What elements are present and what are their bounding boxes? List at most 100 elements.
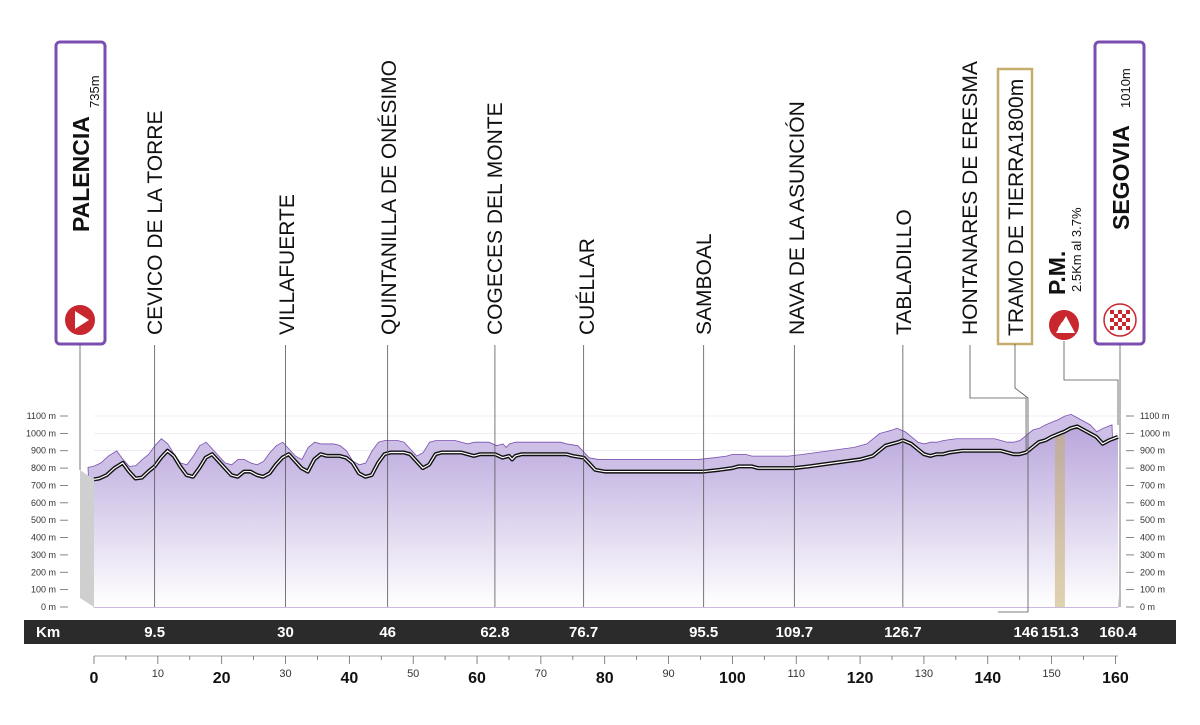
x-major-tick-label: 140 (974, 670, 1001, 687)
finish-box (1093, 40, 1146, 346)
y-tick-label-left: 500 m (31, 515, 56, 525)
km-bar-marker: 76.7 (569, 624, 598, 641)
y-tick-label-right: 100 m (1140, 585, 1165, 595)
x-major-tick-label: 160 (1102, 670, 1129, 687)
start-city-name: PALENCIA (68, 116, 94, 232)
checkered-cell (1118, 326, 1122, 330)
town-label: COGECES DEL MONTE (484, 102, 507, 335)
finish-marker: SEGOVIA 1010m (1093, 40, 1146, 346)
km-bar-marker: 9.5 (144, 624, 165, 641)
checkered-cell (1126, 318, 1130, 322)
km-bar-marker: 30 (277, 624, 294, 641)
y-tick-label-left: 700 m (31, 480, 56, 490)
start-marker: PALENCIA 735m (54, 40, 107, 346)
y-tick-label-left: 1100 m (27, 411, 56, 421)
x-major-tick-label: 20 (213, 670, 231, 687)
checkered-cell (1110, 310, 1114, 314)
x-major-tick-label: 100 (719, 670, 746, 687)
y-tick-label-right: 700 m (1140, 480, 1165, 490)
checkered-cell (1126, 310, 1130, 314)
profile-area (94, 426, 1118, 607)
y-tick-label-right: 1000 m (1140, 428, 1170, 438)
start-city-altitude: 735m (87, 75, 102, 108)
x-minor-tick-label: 150 (1042, 668, 1060, 680)
checkered-cell (1110, 326, 1114, 330)
km-bar-marker: 126.7 (884, 624, 922, 641)
town-label: NAVA DE LA ASUNCIÓN (786, 101, 809, 335)
mountain-pass-label: P.M. (1044, 251, 1070, 295)
x-minor-tick-label: 70 (535, 668, 547, 680)
mountain-pass-detail: 2.5Km al 3.7% (1069, 207, 1084, 292)
profile-line-inner (93, 425, 1119, 480)
km-bar-marker: 160.4 (1099, 624, 1137, 641)
gravel-leader-line (998, 344, 1029, 613)
town-label: VILLAFUERTE (276, 194, 299, 335)
gravel-label: TRAMO DE TIERRA (1005, 143, 1028, 336)
start-box (54, 40, 107, 346)
y-tick-label-right: 400 m (1140, 533, 1165, 543)
checkered-cell (1122, 322, 1126, 326)
km-bar-marker: 151.3 (1041, 624, 1079, 641)
town-leader-line (969, 345, 1027, 451)
town-label: CEVICO DE LA TORRE (144, 111, 167, 335)
y-tick-label-right: 800 m (1140, 463, 1165, 473)
km-bar-marker: 46 (379, 624, 396, 641)
checkered-cell (1114, 322, 1118, 326)
x-minor-tick-label: 90 (662, 668, 674, 680)
y-tick-label-left: 600 m (31, 498, 56, 508)
y-tick-label-left: 0 m (41, 602, 56, 612)
mountain-pass-leader-line (1063, 341, 1119, 425)
x-major-tick-label: 60 (468, 670, 486, 687)
x-minor-tick-label: 130 (915, 668, 933, 680)
checkered-cell (1118, 310, 1122, 314)
y-tick-label-right: 200 m (1140, 567, 1165, 577)
play-arrow-glyph (75, 311, 89, 329)
y-tick-label-right: 1100 m (1140, 411, 1169, 421)
x-major-tick-label: 120 (847, 670, 874, 687)
x-major-tick-label: 0 (90, 670, 99, 687)
x-minor-tick-label: 110 (787, 668, 805, 680)
profile-side-wall (80, 470, 94, 607)
gravel-box (996, 67, 1034, 346)
y-tick-label-left: 400 m (31, 533, 56, 543)
y-tick-label-left: 300 m (31, 550, 56, 560)
km-bar-marker: 62.8 (480, 624, 509, 641)
y-tick-label-left: 100 m (31, 585, 56, 595)
y-tick-label-right: 500 m (1140, 515, 1165, 525)
checkered-cell (1118, 318, 1122, 322)
x-minor-tick-label: 10 (152, 668, 164, 680)
km-bar-label: Km (36, 624, 60, 641)
gravel-length: 1800m (1005, 79, 1028, 143)
mountain-pass-marker: P.M. 2.5Km al 3.7% 4 (1044, 207, 1084, 342)
x-major-tick-label: 40 (340, 670, 358, 687)
y-tick-label-right: 0 m (1140, 602, 1155, 612)
y-tick-label-left: 1000 m (26, 428, 56, 438)
gravel-section-band (1054, 433, 1065, 607)
y-tick-label-right: 600 m (1140, 498, 1165, 508)
checkered-cell (1122, 314, 1126, 318)
km-bar-marker: 109.7 (776, 624, 814, 641)
mountain-glyph (1056, 316, 1075, 333)
town-label: CUÉLLAR (576, 238, 599, 335)
finish-city-altitude: 1010m (1118, 68, 1133, 108)
finish-city-name: SEGOVIA (1108, 125, 1134, 230)
km-bar-marker: 146 (1014, 624, 1039, 641)
y-tick-label-right: 300 m (1140, 550, 1165, 560)
x-minor-tick-label: 50 (407, 668, 419, 680)
checkered-cell (1114, 314, 1118, 318)
y-tick-label-left: 200 m (31, 567, 56, 577)
checkered-cell (1126, 326, 1130, 330)
town-label: TABLADILLO (893, 209, 916, 335)
town-label: HONTANARES DE ERESMA (959, 61, 982, 335)
x-major-tick-label: 80 (596, 670, 614, 687)
km-bar (24, 620, 1176, 644)
y-tick-label-right: 900 m (1140, 446, 1165, 456)
checkered-cell (1110, 318, 1114, 322)
y-tick-label-left: 900 m (31, 446, 56, 456)
y-tick-label-left: 800 m (31, 463, 56, 473)
town-label: QUINTANILLA DE ONÉSIMO (378, 60, 401, 335)
km-bar-marker: 95.5 (689, 624, 718, 641)
